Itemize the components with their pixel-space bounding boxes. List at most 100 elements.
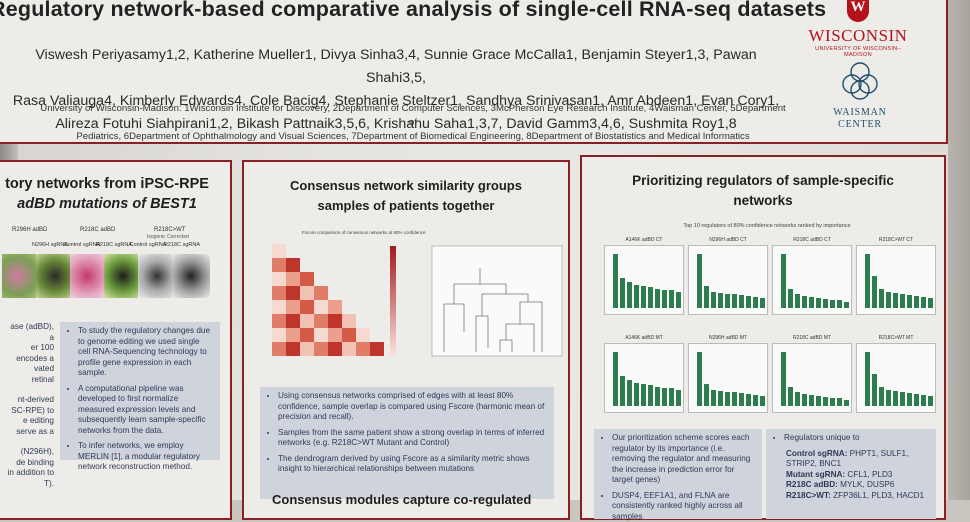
heatmap-cell — [272, 314, 286, 328]
bar — [907, 393, 912, 406]
reg-genes: ZFP36L1, PLD3, HACD1 — [831, 491, 924, 500]
heatmap-cell — [272, 300, 286, 314]
heatmap-cell — [272, 272, 286, 286]
text-line: serve as a — [4, 427, 54, 438]
methods-bullets: To study the regulatory changes due to g… — [60, 322, 220, 460]
bar — [907, 295, 912, 308]
group-label: R218C>WT — [154, 227, 186, 233]
heatmap-colorbar — [390, 246, 396, 356]
text-line — [4, 437, 54, 447]
bar — [781, 352, 786, 406]
tsne-plot-image — [36, 254, 74, 298]
heatmap-cell — [286, 314, 300, 328]
heatmap-cell — [300, 300, 314, 314]
bar — [725, 392, 730, 406]
text-line: T). — [4, 479, 54, 490]
bar — [711, 390, 716, 406]
bullet-item: DUSP4, EEF1A1, and FLNA are consistently… — [612, 491, 756, 522]
reg-line: Mutant sgRNA: CFL1, PLD3 — [786, 470, 930, 481]
text-line: retinal — [4, 375, 54, 386]
heatmap-cell — [328, 314, 342, 328]
bar — [830, 300, 835, 308]
bar — [914, 394, 919, 406]
heatmap-cell — [300, 286, 314, 300]
bar — [662, 388, 667, 406]
heatmap-cell — [328, 328, 342, 342]
mini-chart-title: N296H adBD MT — [688, 335, 768, 341]
bar — [921, 395, 926, 406]
text-line: ase (adBD), a — [4, 322, 54, 343]
bar — [641, 384, 646, 406]
bar — [900, 392, 905, 406]
bar — [809, 297, 814, 308]
charts-title: Top 10 regulators of 80% confidence netw… — [622, 223, 912, 229]
mini-bar-chart — [604, 343, 684, 413]
heatmap-cell — [314, 300, 328, 314]
uw-subtitle: UNIVERSITY OF WISCONSIN–MADISON — [804, 46, 912, 58]
bar — [746, 296, 751, 308]
author-line: Viswesh Periyasamy1,2, Katherine Mueller… — [6, 44, 786, 90]
bullet-item: The dendrogram derived by using Fscore a… — [278, 454, 548, 475]
panel-title: Consensus network similarity groups samp… — [244, 176, 568, 216]
bar — [900, 294, 905, 308]
bullet-item: To infer networks, we employ MERLIN [1],… — [78, 441, 214, 473]
bar — [669, 388, 674, 406]
bar — [718, 391, 723, 406]
bar — [893, 391, 898, 406]
heatmap-cell — [300, 314, 314, 328]
heatmap-cell — [272, 244, 286, 258]
bar — [879, 289, 884, 308]
affiliation-line: University of Wisconsin-Madison: 1Wiscon… — [38, 102, 788, 130]
heatmap-cell — [300, 328, 314, 342]
bar — [844, 302, 849, 308]
bar — [928, 396, 933, 406]
bar — [816, 396, 821, 406]
bar — [676, 390, 681, 406]
unique-regulators-box: Regulators unique to Control sgRNA: PHPT… — [766, 429, 936, 519]
bar — [893, 293, 898, 308]
heatmap-cell — [286, 342, 300, 356]
bar — [753, 395, 758, 406]
mini-bar-chart — [688, 343, 768, 413]
affiliations: University of Wisconsin-Madison: 1Wiscon… — [38, 102, 788, 144]
bar — [788, 289, 793, 308]
bar — [739, 295, 744, 308]
reg-label: Control sgRNA: — [786, 449, 847, 458]
bar — [732, 294, 737, 308]
bar — [620, 376, 625, 406]
bar — [928, 298, 933, 308]
bullet-item: A computational pipeline was developed t… — [78, 384, 214, 437]
tsne-plot-image — [172, 254, 210, 298]
reg-genes: CFL1, PLD3 — [845, 470, 892, 479]
waisman-logo: WAISMAN CENTER — [820, 58, 900, 131]
reg-genes: MYLK, DUSP6 — [838, 480, 894, 489]
bullet-item: Regulators unique to — [784, 433, 930, 444]
bar — [613, 352, 618, 406]
uw-wordmark: WISCONSIN — [804, 26, 912, 46]
panel-title-line: networks — [582, 191, 944, 211]
bar — [746, 394, 751, 406]
bar — [655, 387, 660, 406]
reg-list: Control sgRNA: PHPT1, SULF1, STRIP2, BNC… — [772, 449, 930, 502]
heatmap-cells — [272, 244, 384, 356]
bar — [760, 396, 765, 406]
wall-background — [948, 0, 970, 500]
panel-title-line: samples of patients together — [244, 196, 568, 216]
heatmap-cell — [342, 328, 356, 342]
heatmap-cell — [272, 328, 286, 342]
panel-title-line: Consensus network similarity groups — [244, 176, 568, 196]
reg-label: R218C adBD: — [786, 480, 838, 489]
mini-chart-title: N296H adBD CT — [688, 237, 768, 243]
heatmap-cell — [328, 342, 342, 356]
bar — [669, 290, 674, 308]
heatmap-cell — [272, 258, 286, 272]
heatmap-cell — [356, 342, 370, 356]
bar — [802, 394, 807, 406]
heatmap-cell — [286, 272, 300, 286]
text-line: encodes a — [4, 354, 54, 365]
reg-label: Mutant sgRNA: — [786, 470, 845, 479]
panel-title: Prioritizing regulators of sample-specif… — [582, 171, 944, 211]
mini-bar-chart — [772, 245, 852, 315]
text-line: (N296H), — [4, 447, 54, 458]
bullet-item: Our prioritization scheme scores each re… — [612, 433, 756, 486]
